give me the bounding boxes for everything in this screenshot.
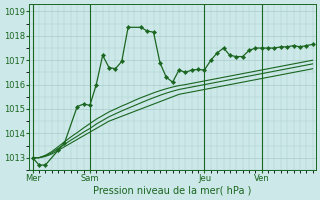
X-axis label: Pression niveau de la mer( hPa ): Pression niveau de la mer( hPa ) bbox=[93, 186, 252, 196]
